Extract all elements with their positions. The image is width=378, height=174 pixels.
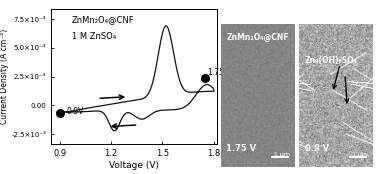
Text: Zn₄(OH)₆SO₄: Zn₄(OH)₆SO₄	[305, 56, 358, 65]
Text: 1.75 V: 1.75 V	[226, 144, 256, 153]
Y-axis label: Current Density (A cm⁻²): Current Density (A cm⁻²)	[0, 29, 9, 124]
Text: 1 μm: 1 μm	[274, 152, 290, 157]
Text: ZnMn₂O₄@CNF: ZnMn₂O₄@CNF	[71, 16, 134, 25]
Text: 1.75V: 1.75V	[207, 68, 229, 77]
Text: 0.9V: 0.9V	[67, 106, 84, 116]
X-axis label: Voltage (V): Voltage (V)	[109, 161, 159, 170]
Text: 1 μm: 1 μm	[352, 152, 368, 157]
Text: 0.9 V: 0.9 V	[305, 144, 328, 153]
Text: ZnMn₂O₄@CNF: ZnMn₂O₄@CNF	[226, 33, 289, 42]
Text: 1 M ZnSO₄: 1 M ZnSO₄	[71, 32, 116, 41]
